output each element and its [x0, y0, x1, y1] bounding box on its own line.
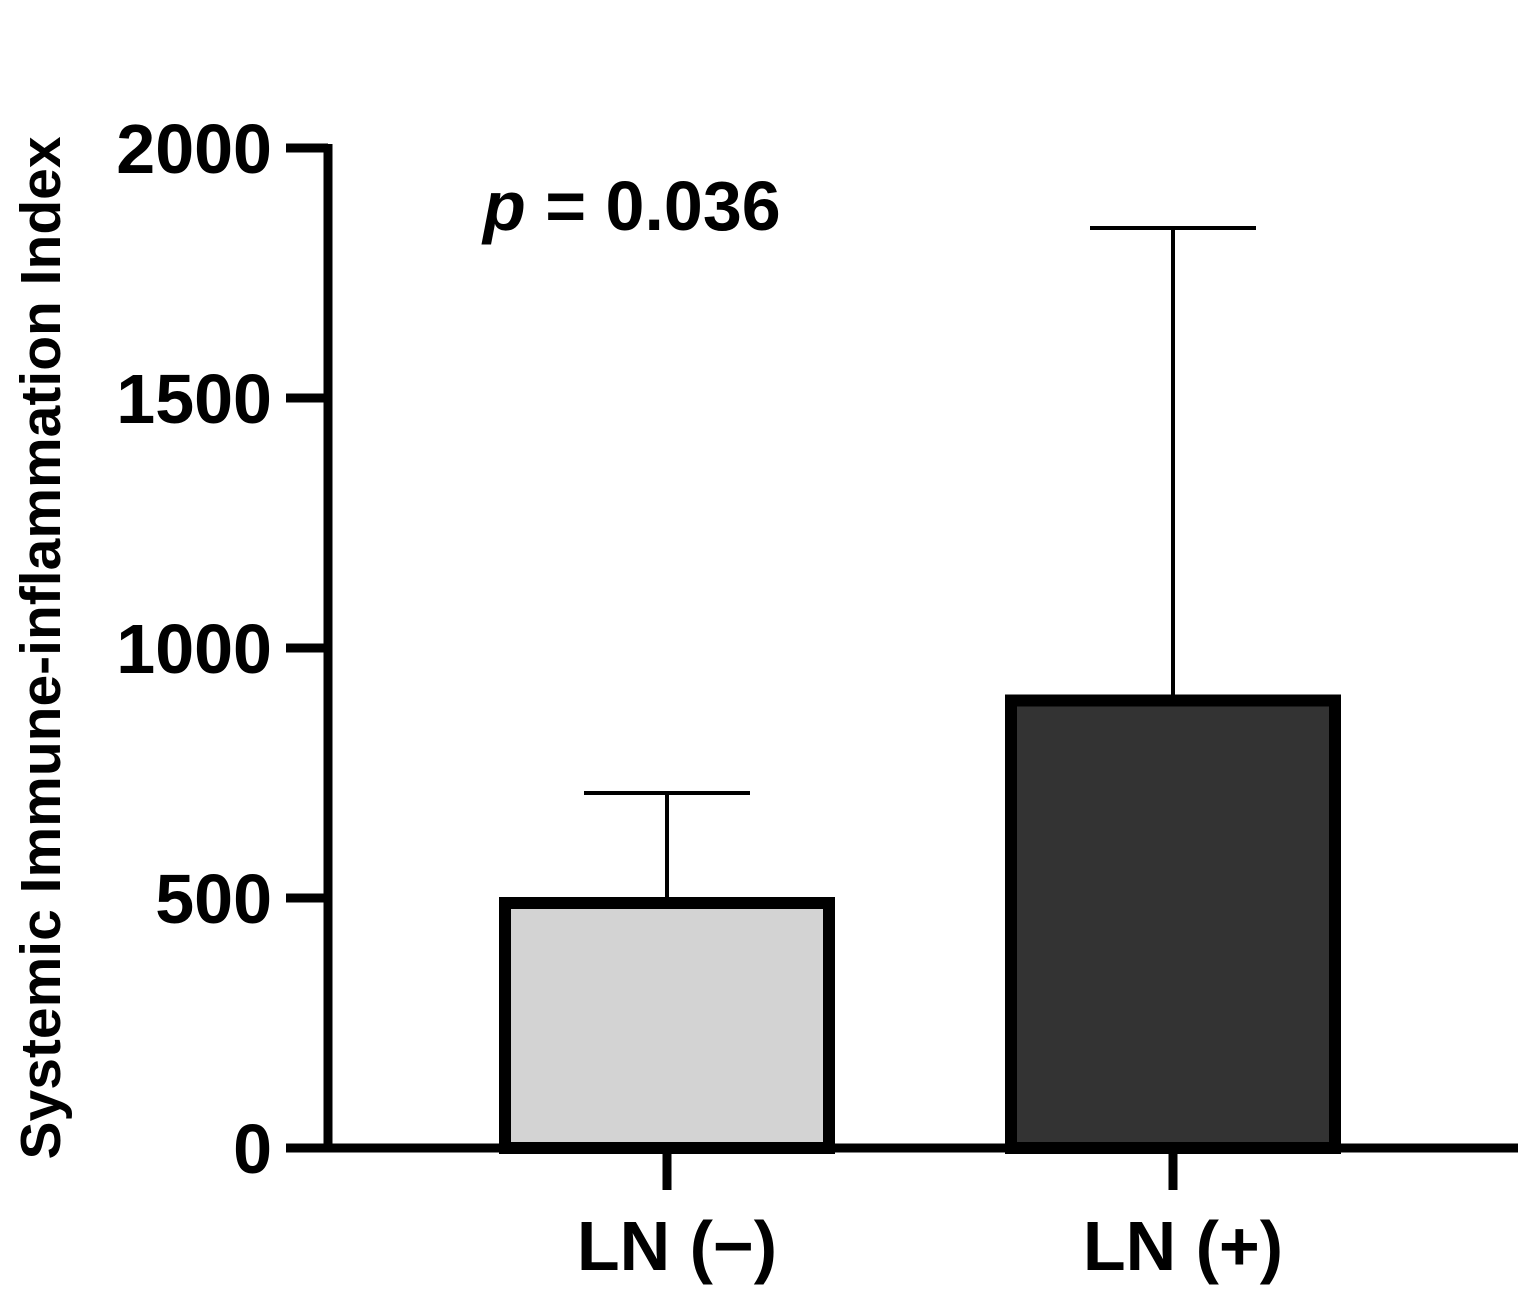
p-value-annotation: p = 0.036 — [481, 167, 781, 245]
y-tick-label: 2000 — [116, 110, 272, 188]
x-tick-label: LN (+) — [1083, 1207, 1283, 1285]
x-axis: LN (−) LN (+) — [286, 1143, 1518, 1285]
y-tick-label: 1500 — [116, 360, 272, 438]
y-tick-label: 1000 — [116, 610, 272, 688]
y-axis: 0 500 1000 1500 2000 — [116, 110, 333, 1188]
bar — [1005, 694, 1341, 1154]
y-axis-label: Systemic Immune-inflammation Index — [9, 136, 73, 1159]
y-tick-label: 500 — [155, 860, 272, 938]
bars — [499, 226, 1341, 1154]
bar — [499, 897, 835, 1154]
x-tick-label: LN (−) — [577, 1207, 777, 1285]
y-tick-label: 0 — [233, 1110, 272, 1188]
p-value-text: = 0.036 — [526, 167, 781, 245]
p-symbol: p — [481, 167, 526, 245]
